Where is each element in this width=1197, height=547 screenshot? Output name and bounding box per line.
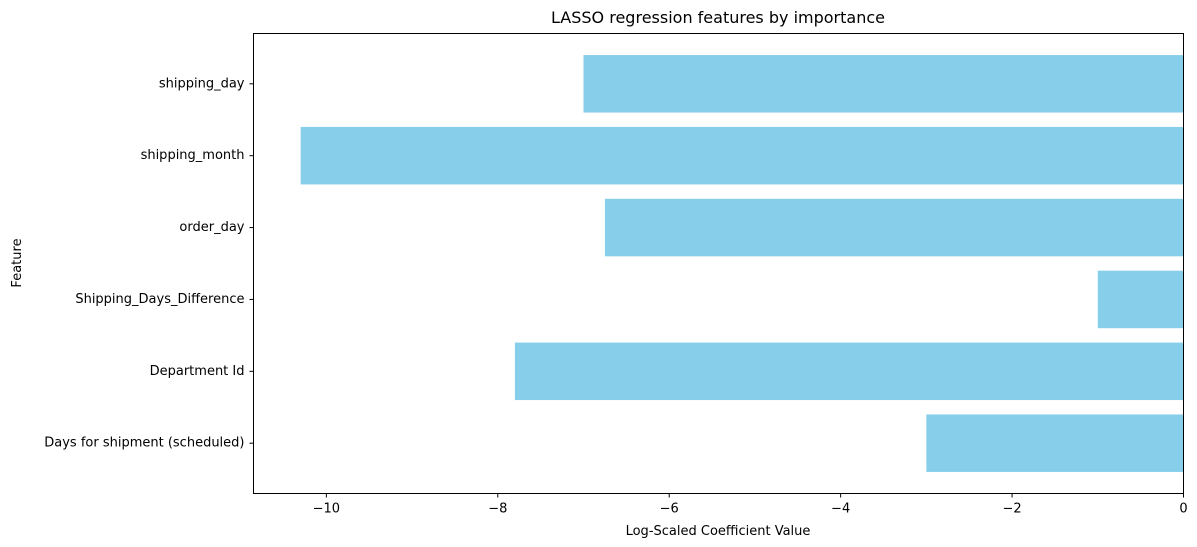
x-tick-label: −8 bbox=[488, 502, 507, 517]
bar-shipping-days-difference bbox=[1097, 270, 1184, 329]
x-tick-label: −2 bbox=[1002, 502, 1021, 517]
x-tick-label: −10 bbox=[313, 502, 340, 517]
y-tick-label: Shipping_Days_Difference bbox=[75, 292, 244, 307]
x-axis-label: Log-Scaled Coefficient Value bbox=[626, 524, 811, 539]
y-tick-label: Days for shipment (scheduled) bbox=[44, 436, 244, 451]
bar-days-for-shipment-scheduled bbox=[926, 414, 1184, 472]
plot-frame bbox=[253, 33, 1184, 494]
y-tick-label: shipping_day bbox=[159, 76, 245, 91]
chart-title: LASSO regression features by importance bbox=[551, 8, 885, 27]
y-tick-label: order_day bbox=[179, 220, 244, 235]
y-tick-label: Department Id bbox=[150, 364, 245, 379]
x-tick-label: −4 bbox=[831, 502, 850, 517]
y-tick-label: shipping_month bbox=[141, 148, 245, 163]
x-tick-label: 0 bbox=[1179, 502, 1187, 517]
bar-department-id bbox=[514, 342, 1184, 401]
x-axis: −10 −8 −6 −4 −2 0 bbox=[313, 493, 1188, 517]
y-axis: shipping_day shipping_month order_day Shipp… bbox=[44, 76, 254, 451]
bar-shipping-month bbox=[300, 126, 1184, 185]
bars-layer bbox=[300, 55, 1184, 472]
x-tick-label: −6 bbox=[660, 502, 679, 517]
bar-order-day bbox=[604, 198, 1184, 257]
y-axis-label: Feature bbox=[10, 238, 25, 287]
bar-shipping-day bbox=[583, 55, 1184, 113]
